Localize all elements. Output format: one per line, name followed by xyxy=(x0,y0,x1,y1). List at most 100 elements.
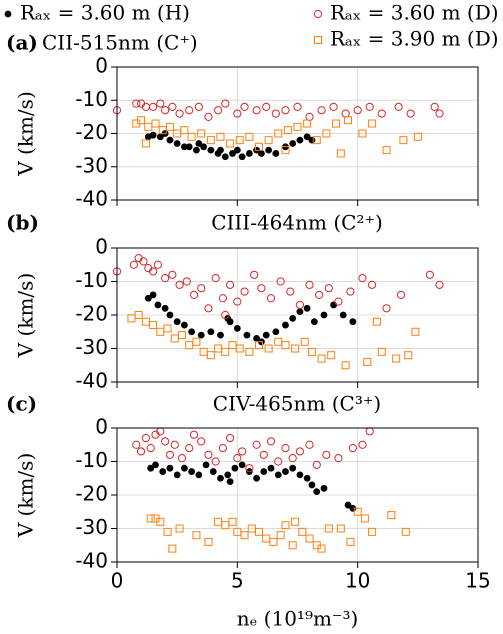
marker-dot xyxy=(303,304,311,312)
y-tick-label: 0 xyxy=(95,415,108,439)
marker-circle xyxy=(353,106,362,115)
marker-circle xyxy=(211,274,220,283)
marker-square xyxy=(360,514,369,523)
marker-square xyxy=(363,357,372,366)
marker-circle xyxy=(295,300,305,310)
marker-square xyxy=(254,527,263,536)
marker-square xyxy=(281,146,290,155)
marker-circle xyxy=(226,280,235,289)
marker-square xyxy=(307,347,316,356)
marker-dot xyxy=(166,464,174,472)
marker-circle xyxy=(322,450,331,459)
plot-frame xyxy=(116,66,479,201)
marker-square xyxy=(413,132,422,141)
x-tick-label: 10 xyxy=(345,569,370,593)
marker-square xyxy=(336,524,345,533)
marker-square xyxy=(240,531,249,540)
marker-circle xyxy=(185,444,194,453)
marker-dot xyxy=(217,331,224,339)
marker-dot xyxy=(262,331,270,339)
legend-label: Rₐₓ = 3.60 m (D) xyxy=(330,1,499,25)
marker-square xyxy=(165,122,174,131)
marker-dot xyxy=(144,294,152,302)
y-tick-label: -40 xyxy=(75,187,108,211)
marker-square xyxy=(245,132,254,141)
marker-circle xyxy=(141,433,150,443)
marker-dot xyxy=(224,314,232,322)
plot-frame xyxy=(116,247,479,383)
marker-dot xyxy=(173,140,181,147)
marker-dot xyxy=(339,311,347,319)
marker-dot xyxy=(238,153,246,161)
marker-circle xyxy=(271,109,280,118)
marker-dot xyxy=(296,136,304,144)
marker-dot xyxy=(272,150,280,157)
marker-dot xyxy=(253,474,260,482)
marker-circle xyxy=(197,284,206,293)
marker-square xyxy=(327,351,336,360)
marker-square xyxy=(269,537,278,546)
marker-circle xyxy=(161,437,170,446)
marker-dot xyxy=(258,150,265,157)
marker-square xyxy=(344,116,353,125)
y-axis-label: V (km/s) xyxy=(14,91,38,177)
panel-title: CIV-465nm (C³⁺) xyxy=(213,392,381,416)
marker-square xyxy=(305,534,314,543)
legend-marker xyxy=(314,36,322,44)
marker-circle xyxy=(204,112,213,121)
panel-label: (a) xyxy=(6,31,38,55)
legend-label: Rₐₓ = 3.60 m (H) xyxy=(20,1,190,25)
marker-circle xyxy=(185,106,194,115)
marker-square xyxy=(291,344,300,353)
marker-dot xyxy=(282,321,289,329)
marker-circle xyxy=(334,297,343,306)
marker-dot xyxy=(161,304,169,312)
marker-square xyxy=(293,122,302,131)
marker-circle xyxy=(221,99,230,108)
marker-square xyxy=(324,524,333,533)
marker-square xyxy=(175,524,184,533)
marker-circle xyxy=(132,99,141,108)
marker-circle xyxy=(226,433,235,443)
marker-dot xyxy=(330,301,337,309)
marker-circle xyxy=(252,106,261,115)
marker-square xyxy=(404,351,413,360)
marker-circle xyxy=(233,297,242,306)
marker-circle xyxy=(194,102,203,112)
panel-title: CII-515nm (C⁺) xyxy=(42,31,198,55)
marker-circle xyxy=(204,304,213,313)
marker-dot xyxy=(303,474,311,482)
marker-dot xyxy=(217,474,224,482)
panel-label: (c) xyxy=(6,392,37,416)
marker-square xyxy=(149,321,158,330)
marker-circle xyxy=(238,447,247,456)
marker-circle xyxy=(259,450,268,459)
marker-circle xyxy=(161,274,170,283)
marker-square xyxy=(283,126,292,135)
marker-dot xyxy=(217,146,224,154)
marker-circle xyxy=(218,444,227,453)
x-tick-label: 0 xyxy=(111,569,124,593)
marker-circle xyxy=(149,267,158,276)
marker-square xyxy=(276,531,285,540)
y-tick-label: -20 xyxy=(75,302,108,326)
marker-square xyxy=(346,537,355,546)
marker-square xyxy=(168,544,177,553)
marker-dot xyxy=(149,131,157,139)
marker-circle xyxy=(430,102,439,112)
marker-circle xyxy=(368,280,377,289)
y-tick-label: -30 xyxy=(75,153,108,177)
marker-dot xyxy=(193,146,200,154)
marker-circle xyxy=(177,454,187,463)
marker-dot xyxy=(320,311,328,319)
legend-marker xyxy=(4,10,12,18)
panel-title: CIII-464nm (C²⁺) xyxy=(211,211,383,235)
marker-dot xyxy=(308,481,316,489)
marker-dot xyxy=(156,133,164,141)
marker-circle xyxy=(276,277,285,286)
marker-square xyxy=(245,347,254,356)
marker-dot xyxy=(289,314,297,322)
marker-square xyxy=(204,537,213,546)
marker-dot xyxy=(303,133,311,141)
marker-square xyxy=(156,517,165,526)
